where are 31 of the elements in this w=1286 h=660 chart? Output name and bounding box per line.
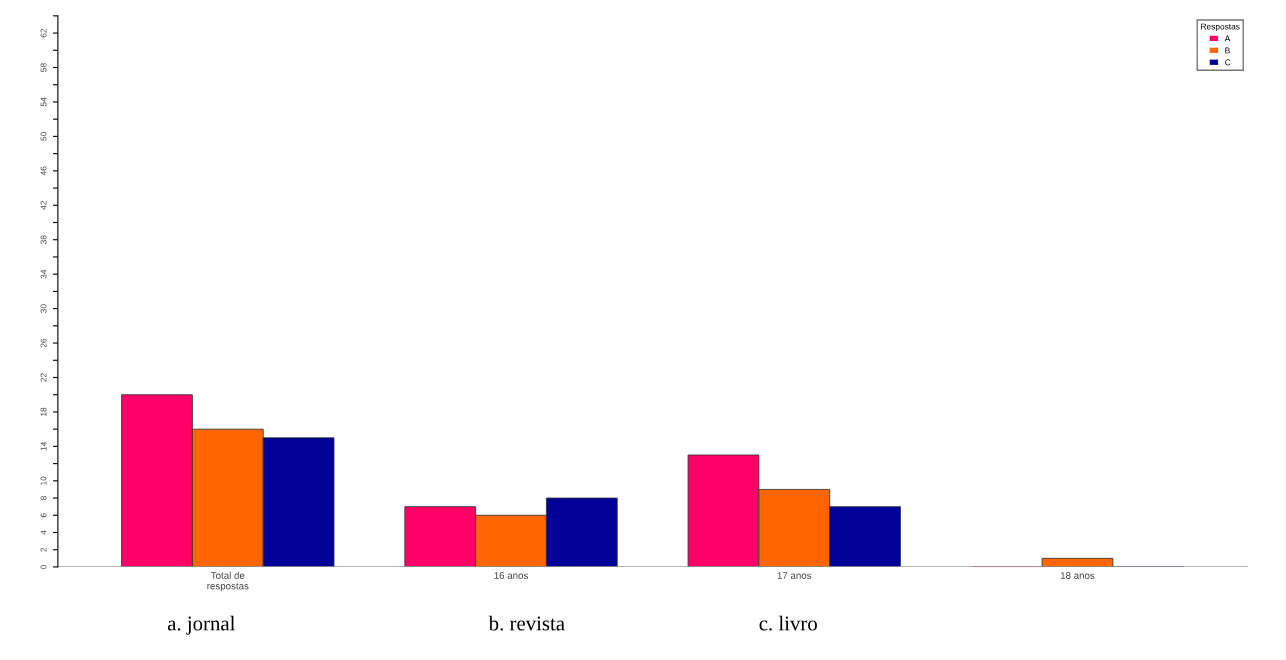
y-tick-label: 14 — [40, 442, 47, 451]
y-tick-label: 8 — [40, 496, 47, 501]
text: a. jornal — [167, 615, 236, 635]
x-tick-label: 18 anos — [1060, 572, 1095, 579]
y-tick-label: 26 — [40, 338, 47, 348]
y-tick-label: 10 — [40, 476, 47, 485]
y-tick-label: 30 — [40, 304, 47, 313]
y-tick-label: 18 — [40, 407, 47, 416]
legend-label: A — [1224, 35, 1231, 42]
x-tick-label: Total de respostas — [207, 571, 249, 592]
legend-label: B — [1225, 47, 1230, 54]
y-tick-label: 58 — [40, 63, 47, 72]
y-tick-label: 38 — [40, 235, 47, 245]
y-tick-label: 34 — [40, 269, 47, 279]
y-tick-label: 0 — [40, 564, 47, 569]
x-tick-label: 16 anos — [494, 572, 528, 579]
y-tick-label: 4 — [40, 530, 47, 535]
y-tick-label: 6 — [40, 513, 47, 518]
text: c. livro — [759, 615, 817, 631]
y-tick-label: 42 — [40, 201, 47, 210]
y-tick-label: 50 — [40, 132, 47, 141]
y-tick-label: 2 — [40, 547, 47, 552]
legend-label: C — [1225, 59, 1231, 66]
x-tick-label: 17 anos — [777, 572, 812, 579]
y-tick-label: 54 — [40, 97, 47, 107]
legend-title: Respostas — [1201, 23, 1240, 32]
y-tick-label: 22 — [40, 373, 47, 382]
y-tick-label: 46 — [40, 166, 47, 176]
bar — [1041, 557, 1114, 567]
y-tick-label: 62 — [40, 28, 47, 38]
text: b. revista — [488, 615, 565, 631]
